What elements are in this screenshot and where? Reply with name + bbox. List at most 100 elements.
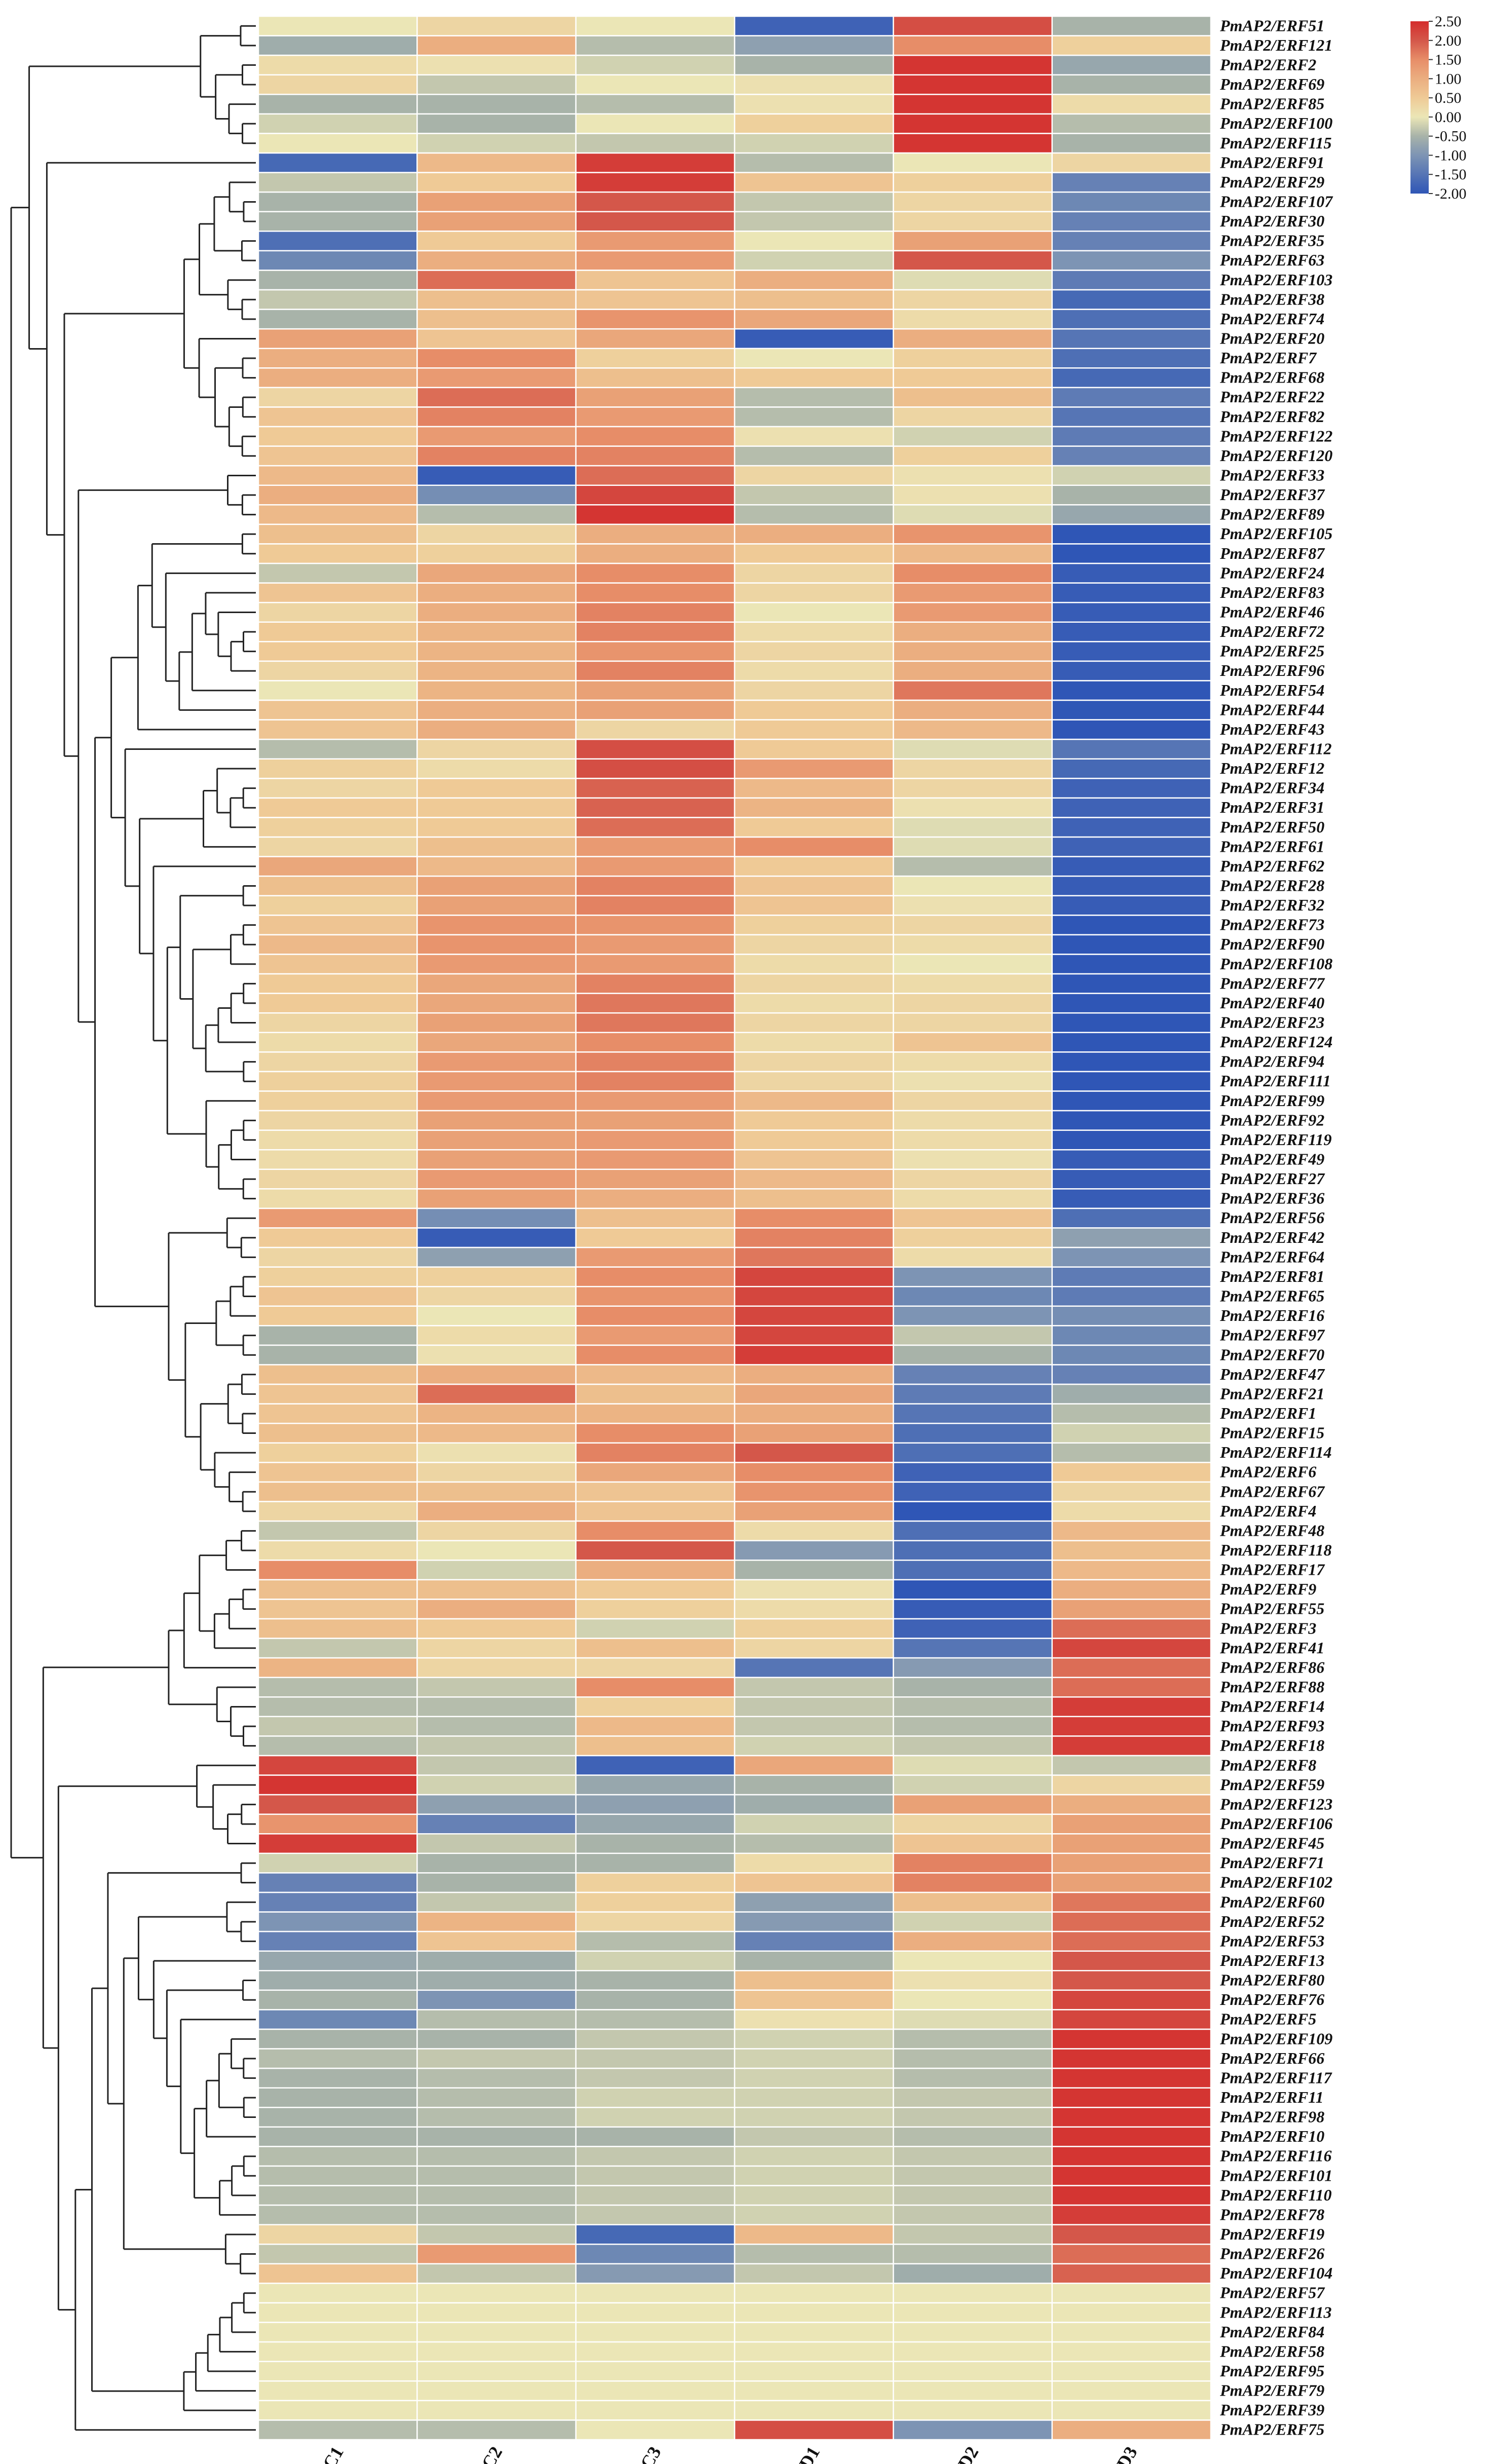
row-label: PmAP2/ERF83 bbox=[1219, 583, 1324, 601]
heatmap-cell bbox=[1051, 1285, 1212, 1307]
heatmap-cell bbox=[1051, 1579, 1212, 1600]
heatmap-cell bbox=[416, 1246, 577, 1268]
heatmap-cell bbox=[734, 289, 894, 310]
heatmap-cell bbox=[416, 1794, 577, 1815]
heatmap-cell bbox=[416, 2283, 577, 2304]
heatmap-cell bbox=[575, 94, 736, 115]
heatmap-cell bbox=[893, 54, 1053, 75]
heatmap-cell bbox=[575, 875, 736, 897]
heatmap-cell bbox=[893, 2067, 1053, 2089]
row-label: PmAP2/ERF79 bbox=[1219, 2381, 1324, 2400]
heatmap-cell bbox=[416, 797, 577, 818]
heatmap-cell bbox=[416, 2067, 577, 2089]
heatmap-cell bbox=[734, 2341, 894, 2362]
heatmap-cell bbox=[893, 895, 1053, 916]
heatmap-cell bbox=[734, 2146, 894, 2167]
heatmap-cell bbox=[575, 543, 736, 564]
heatmap-cell bbox=[1051, 1970, 1212, 1991]
heatmap-cell bbox=[257, 172, 418, 193]
heatmap-cell bbox=[416, 680, 577, 701]
heatmap-cell bbox=[734, 1599, 894, 1620]
heatmap-cell bbox=[893, 1188, 1053, 1209]
heatmap-cell bbox=[734, 856, 894, 877]
heatmap-cell bbox=[257, 1520, 418, 1541]
heatmap-cell bbox=[575, 1501, 736, 1522]
row-label: PmAP2/ERF98 bbox=[1219, 2108, 1324, 2126]
heatmap-cell bbox=[257, 211, 418, 232]
row-label: PmAP2/ERF62 bbox=[1219, 857, 1324, 875]
heatmap-cell bbox=[893, 1442, 1053, 1463]
heatmap-cell bbox=[1051, 1168, 1212, 1190]
row-label: PmAP2/ERF29 bbox=[1219, 173, 1324, 191]
heatmap-cell bbox=[575, 1364, 736, 1385]
heatmap-cell bbox=[416, 582, 577, 603]
heatmap-cell bbox=[257, 1266, 418, 1287]
heatmap-cell bbox=[1051, 954, 1212, 975]
heatmap-cell bbox=[893, 1716, 1053, 1737]
heatmap-cell bbox=[416, 836, 577, 857]
heatmap-cell bbox=[893, 601, 1053, 623]
heatmap-cell bbox=[1051, 797, 1212, 818]
row-label: PmAP2/ERF12 bbox=[1219, 759, 1324, 777]
heatmap-cell bbox=[1051, 1383, 1212, 1405]
heatmap-cell bbox=[257, 2204, 418, 2225]
heatmap-cell bbox=[257, 309, 418, 330]
heatmap-cell bbox=[734, 641, 894, 662]
heatmap-cell bbox=[1051, 1774, 1212, 1796]
heatmap-cell bbox=[416, 1774, 577, 1796]
heatmap-cell bbox=[257, 1403, 418, 1424]
heatmap-cell bbox=[416, 1442, 577, 1463]
row-label: PmAP2/ERF67 bbox=[1219, 1482, 1325, 1500]
heatmap-cell bbox=[734, 211, 894, 232]
heatmap-cell bbox=[893, 797, 1053, 818]
row-label: PmAP2/ERF81 bbox=[1219, 1267, 1324, 1285]
row-label: PmAP2/ERF10 bbox=[1219, 2127, 1324, 2145]
heatmap-cell bbox=[1051, 2224, 1212, 2245]
heatmap-cell bbox=[416, 1344, 577, 1366]
heatmap-cell bbox=[416, 54, 577, 75]
heatmap-cell bbox=[734, 1540, 894, 1561]
heatmap-cell bbox=[416, 1677, 577, 1698]
heatmap-cell bbox=[416, 270, 577, 291]
heatmap-cell bbox=[575, 562, 736, 584]
heatmap-cell bbox=[575, 231, 736, 252]
heatmap-cell bbox=[1051, 1618, 1212, 1639]
heatmap-cell bbox=[416, 1012, 577, 1034]
heatmap-cell bbox=[1051, 191, 1212, 212]
heatmap-cell bbox=[734, 758, 894, 779]
row-label: PmAP2/ERF22 bbox=[1219, 388, 1324, 406]
heatmap-cell bbox=[893, 2302, 1053, 2323]
heatmap-cell bbox=[257, 1285, 418, 1307]
heatmap-cell bbox=[893, 621, 1053, 642]
heatmap-cell bbox=[575, 2067, 736, 2089]
heatmap-cell bbox=[257, 1716, 418, 1737]
row-label: PmAP2/ERF8 bbox=[1219, 1756, 1316, 1774]
heatmap-cell bbox=[734, 2244, 894, 2265]
heatmap-cell bbox=[734, 1462, 894, 1483]
heatmap-cell bbox=[734, 1618, 894, 1639]
heatmap-cell bbox=[257, 1735, 418, 1757]
heatmap-cell bbox=[416, 2224, 577, 2245]
row-label: PmAP2/ERF6 bbox=[1219, 1463, 1316, 1481]
heatmap-cell bbox=[257, 426, 418, 447]
heatmap-cell bbox=[893, 562, 1053, 584]
heatmap-cell bbox=[575, 1227, 736, 1248]
row-label: PmAP2/ERF95 bbox=[1219, 2362, 1324, 2380]
heatmap-cell bbox=[257, 641, 418, 662]
heatmap-cell bbox=[1051, 484, 1212, 506]
heatmap-cell bbox=[1051, 2283, 1212, 2304]
heatmap-cell bbox=[734, 309, 894, 330]
heatmap-cell bbox=[416, 641, 577, 662]
heatmap-cell bbox=[416, 1657, 577, 1678]
row-label: PmAP2/ERF89 bbox=[1219, 505, 1324, 523]
heatmap-cell bbox=[734, 35, 894, 56]
heatmap-cell bbox=[1051, 758, 1212, 779]
heatmap-cell bbox=[1051, 1149, 1212, 1170]
heatmap-cell bbox=[257, 2224, 418, 2245]
heatmap-cell bbox=[575, 172, 736, 193]
heatmap-cell bbox=[1051, 406, 1212, 428]
heatmap-cell bbox=[416, 1462, 577, 1483]
row-label: PmAP2/ERF118 bbox=[1219, 1541, 1331, 1559]
heatmap-cell bbox=[257, 1149, 418, 1170]
heatmap-cell bbox=[734, 993, 894, 1014]
